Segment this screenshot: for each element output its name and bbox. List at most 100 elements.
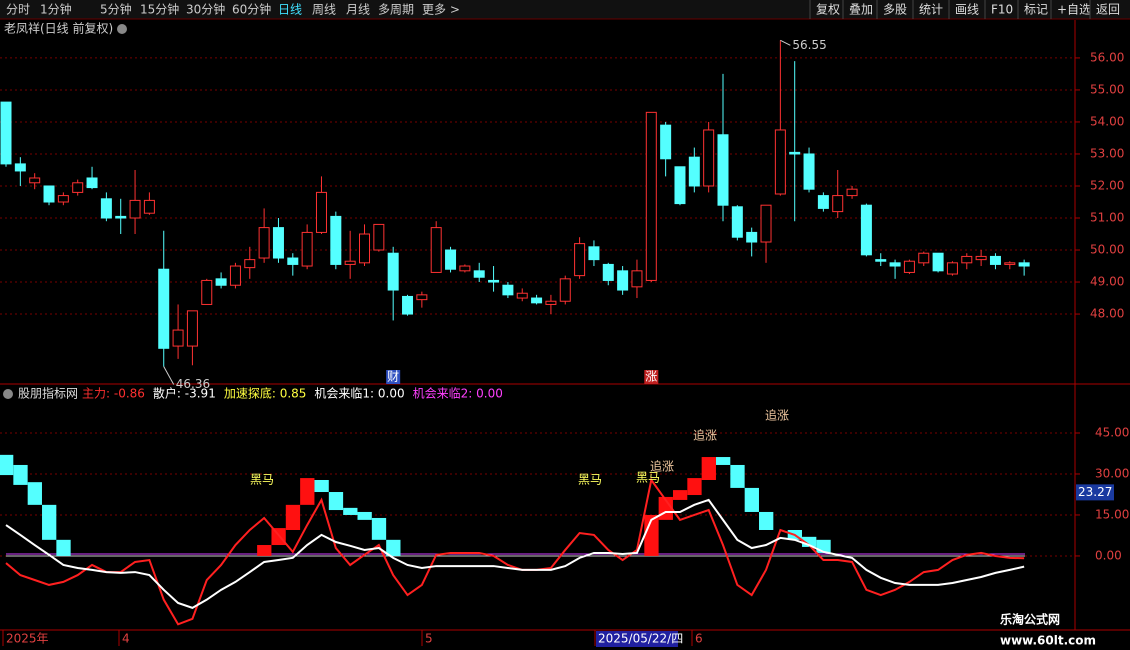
event-marker-bg xyxy=(386,370,401,384)
candle-body xyxy=(645,111,657,281)
toolbar-tab[interactable]: 1分钟 xyxy=(40,2,72,17)
toolbar-tab[interactable]: 多周期 xyxy=(378,3,414,17)
toolbar-tab[interactable]: 60分钟 xyxy=(232,2,271,17)
crosshair-date-bg xyxy=(596,631,678,647)
signal-block xyxy=(13,464,28,485)
candle-body xyxy=(545,300,557,305)
candle-body xyxy=(430,227,442,273)
candle-body xyxy=(817,195,829,209)
candle-body xyxy=(617,270,629,291)
toolbar-tab[interactable]: 分时 xyxy=(6,3,30,17)
date-label: 2025/05/22/四 xyxy=(598,632,683,646)
candle-body xyxy=(0,101,12,165)
max-label: 56.55 xyxy=(792,38,826,52)
candle-body xyxy=(889,262,901,267)
candle-body xyxy=(860,204,872,256)
signal-block xyxy=(386,539,401,556)
toolbar-tab[interactable]: 30分钟 xyxy=(186,2,225,17)
signal-block xyxy=(257,545,272,556)
toolbar-button[interactable]: 统计 xyxy=(919,3,943,17)
y-tick-label: 0.00 xyxy=(1095,548,1122,562)
candle-body xyxy=(29,177,41,184)
toolbar-button[interactable]: 叠加 xyxy=(849,3,873,17)
candle-body xyxy=(129,199,141,219)
candle-body xyxy=(1004,262,1016,265)
candle-body xyxy=(459,265,471,272)
candle-body xyxy=(989,255,1001,265)
candle-body xyxy=(602,263,614,281)
event-marker[interactable]: 财 xyxy=(387,370,399,384)
signal-block xyxy=(672,490,688,500)
candle-body xyxy=(416,294,428,301)
candle-body xyxy=(502,284,514,296)
candle-body xyxy=(746,231,758,243)
candle-body xyxy=(846,188,858,197)
signal-label: 黑马 xyxy=(636,471,660,485)
event-marker[interactable]: 涨 xyxy=(645,369,657,384)
watermark-url: www.60lt.com xyxy=(1000,634,1096,648)
toolbar-tab[interactable]: 更多 > xyxy=(422,3,460,17)
y-tick-label: 15.00 xyxy=(1095,507,1129,521)
candle-body xyxy=(359,233,370,264)
signal-block xyxy=(343,507,358,515)
toolbar-tab[interactable]: 月线 xyxy=(346,3,370,17)
title-icon[interactable] xyxy=(117,24,127,34)
toolbar-tab[interactable]: 15分钟 xyxy=(140,2,179,17)
toolbar-button[interactable]: 多股 xyxy=(883,3,907,17)
signal-block xyxy=(802,536,817,547)
toolbar-button[interactable]: 复权 xyxy=(816,3,840,17)
signal-block xyxy=(0,454,14,476)
candle-body xyxy=(803,153,815,190)
y-tick-label: 52.00 xyxy=(1090,178,1124,192)
y-tick-label: 56.00 xyxy=(1090,50,1124,64)
candle-body xyxy=(373,223,385,251)
signal-block xyxy=(701,457,716,480)
indicator-icon[interactable] xyxy=(3,389,13,399)
toolbar-button[interactable]: 返回 xyxy=(1096,3,1120,17)
candle-body xyxy=(473,270,485,278)
signal-label: 追涨 xyxy=(693,428,717,443)
candle-body xyxy=(760,204,772,243)
candle-body xyxy=(774,129,786,195)
indicator-readout: 机会来临2: 0.00 xyxy=(413,387,503,401)
toolbar-button[interactable]: 标记 xyxy=(1024,3,1048,17)
date-label: 2025年 xyxy=(6,632,49,646)
toolbar-button[interactable]: F10 xyxy=(991,3,1013,17)
candle-body xyxy=(402,295,414,315)
candle-body xyxy=(330,215,342,265)
signal-block xyxy=(328,492,344,511)
toolbar-tab[interactable]: 周线 xyxy=(312,3,336,17)
candle-body xyxy=(903,260,915,273)
candle-body xyxy=(875,259,887,262)
toolbar-button[interactable]: 画线 xyxy=(955,3,979,17)
candle-body xyxy=(14,163,26,172)
current-value-box xyxy=(1076,484,1114,501)
candle-body xyxy=(789,151,801,155)
candle-body xyxy=(531,297,543,304)
toolbar-tab[interactable]: 日线 xyxy=(278,3,302,17)
candle-body xyxy=(946,262,958,275)
candle-body xyxy=(244,259,256,269)
toolbar-tab[interactable]: 5分钟 xyxy=(100,2,132,17)
current-value-label: 23.27 xyxy=(1078,485,1112,499)
candle-body xyxy=(43,185,55,203)
signal-block xyxy=(759,511,774,530)
min-label: 46.36 xyxy=(176,377,210,391)
candle-body xyxy=(301,231,313,267)
candle-body xyxy=(272,227,284,259)
toolbar-button[interactable]: +自选 xyxy=(1057,3,1091,17)
candle-body xyxy=(201,279,213,305)
candle-body xyxy=(115,215,127,219)
event-marker-bg xyxy=(644,370,659,384)
indicator-readout: 散户: -3.91 xyxy=(153,386,216,401)
signal-block xyxy=(314,479,329,493)
candle-body xyxy=(731,206,743,238)
candle-body xyxy=(344,260,356,265)
candle-body xyxy=(57,195,69,203)
y-tick-label: 50.00 xyxy=(1090,243,1124,257)
candle-body xyxy=(975,255,987,261)
candle-body xyxy=(688,156,700,187)
candle-body xyxy=(832,195,844,213)
